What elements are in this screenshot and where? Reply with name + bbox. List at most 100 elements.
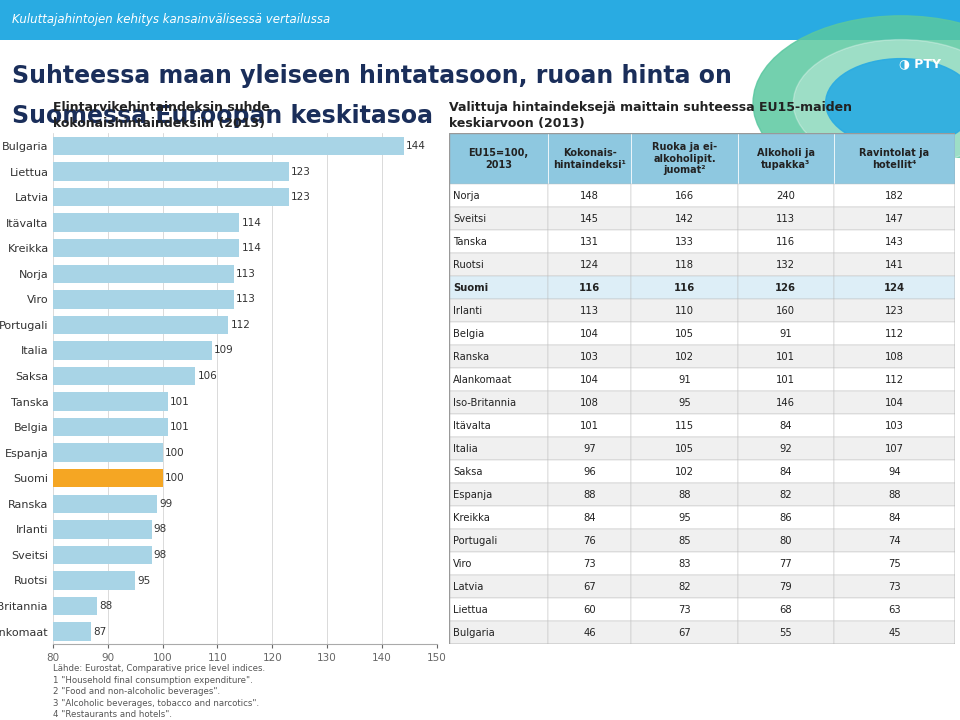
Bar <box>737 415 834 437</box>
Text: 106: 106 <box>198 371 217 381</box>
Text: 132: 132 <box>777 260 795 270</box>
Bar <box>834 369 955 392</box>
Text: 113: 113 <box>236 294 256 305</box>
Text: 147: 147 <box>885 214 904 224</box>
Bar <box>737 575 834 598</box>
Text: 88: 88 <box>679 490 691 500</box>
Bar <box>737 253 834 276</box>
Text: 84: 84 <box>888 513 900 523</box>
Text: 141: 141 <box>885 260 904 270</box>
Text: 142: 142 <box>675 214 694 224</box>
Bar <box>632 552 737 575</box>
Bar <box>449 276 548 300</box>
Bar <box>834 300 955 323</box>
Bar <box>53 290 234 309</box>
Text: 114: 114 <box>242 243 261 253</box>
Text: 46: 46 <box>584 628 596 638</box>
Bar <box>834 460 955 483</box>
Bar <box>834 276 955 300</box>
Text: 146: 146 <box>777 398 795 408</box>
Bar <box>449 207 548 230</box>
Text: 75: 75 <box>888 559 900 569</box>
Text: 145: 145 <box>580 214 599 224</box>
Bar <box>632 323 737 346</box>
Bar <box>632 506 737 529</box>
Text: 82: 82 <box>678 582 691 592</box>
Text: Valittuja hintaindeksejä maittain suhteessa EU15-maiden
keskiarvoon (2013): Valittuja hintaindeksejä maittain suhtee… <box>449 102 852 130</box>
Bar <box>632 207 737 230</box>
Text: 83: 83 <box>679 559 691 569</box>
Bar <box>53 162 289 181</box>
Text: 86: 86 <box>780 513 792 523</box>
Bar <box>548 506 632 529</box>
Text: 84: 84 <box>780 421 792 431</box>
Bar <box>548 133 632 184</box>
Text: 160: 160 <box>777 306 795 316</box>
Text: Espanja: Espanja <box>453 490 492 500</box>
Bar <box>548 184 632 207</box>
Text: Itävalta: Itävalta <box>453 421 492 431</box>
Text: 103: 103 <box>885 421 904 431</box>
Bar <box>449 184 548 207</box>
Bar <box>737 300 834 323</box>
Text: 113: 113 <box>236 269 256 279</box>
Text: 68: 68 <box>780 605 792 615</box>
Text: Italia: Italia <box>453 444 478 454</box>
Bar <box>737 483 834 506</box>
Bar <box>737 598 834 621</box>
Bar <box>53 469 162 487</box>
Bar <box>737 621 834 644</box>
Text: 98: 98 <box>154 550 167 560</box>
Text: 76: 76 <box>584 536 596 546</box>
Text: 115: 115 <box>675 421 694 431</box>
Text: 80: 80 <box>780 536 792 546</box>
Bar <box>632 460 737 483</box>
Bar <box>449 529 548 552</box>
Circle shape <box>793 40 960 166</box>
Bar <box>449 300 548 323</box>
Bar <box>53 571 135 590</box>
Bar <box>737 346 834 369</box>
Text: 63: 63 <box>888 605 900 615</box>
Bar <box>548 460 632 483</box>
Text: 98: 98 <box>154 524 167 534</box>
Bar <box>53 341 212 360</box>
Text: 95: 95 <box>137 575 151 585</box>
Bar <box>53 264 234 283</box>
Bar <box>834 598 955 621</box>
Bar <box>449 133 548 184</box>
Text: 240: 240 <box>777 191 795 201</box>
Text: Liettua: Liettua <box>453 605 488 615</box>
Bar <box>53 315 228 334</box>
Bar <box>632 346 737 369</box>
Bar <box>548 437 632 460</box>
Text: ◑ PTY: ◑ PTY <box>899 57 941 70</box>
Bar <box>53 239 239 258</box>
Text: Viro: Viro <box>453 559 472 569</box>
Bar <box>632 253 737 276</box>
Bar <box>548 483 632 506</box>
Text: 105: 105 <box>675 329 694 339</box>
Text: 87: 87 <box>93 626 107 636</box>
Bar <box>53 188 289 207</box>
Text: 103: 103 <box>580 352 599 362</box>
Text: 112: 112 <box>885 375 904 385</box>
Bar <box>632 483 737 506</box>
Bar <box>834 253 955 276</box>
Text: Saksa: Saksa <box>453 467 483 477</box>
Bar <box>737 230 834 253</box>
Bar <box>737 276 834 300</box>
Text: 88: 88 <box>99 601 112 611</box>
Bar <box>834 133 955 184</box>
Text: 113: 113 <box>580 306 599 316</box>
Bar <box>548 529 632 552</box>
Circle shape <box>753 16 960 190</box>
Text: 124: 124 <box>884 283 905 293</box>
Text: 116: 116 <box>579 283 600 293</box>
Bar <box>548 346 632 369</box>
Bar <box>737 133 834 184</box>
Text: Norja: Norja <box>453 191 480 201</box>
Bar <box>737 437 834 460</box>
Bar <box>834 346 955 369</box>
Text: Suomi: Suomi <box>453 283 489 293</box>
